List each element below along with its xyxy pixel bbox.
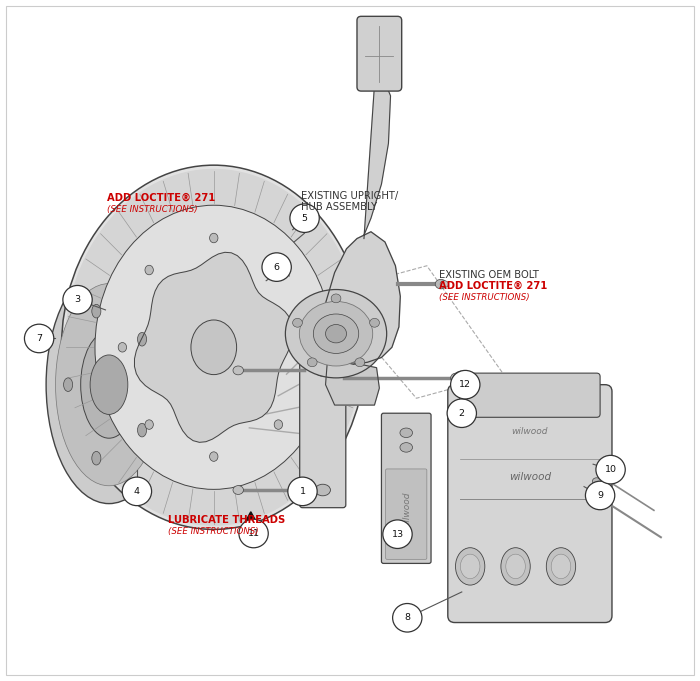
Ellipse shape [315, 484, 330, 496]
Text: EXISTING OEM BOLT: EXISTING OEM BOLT [440, 270, 539, 280]
Ellipse shape [551, 554, 570, 579]
FancyBboxPatch shape [448, 385, 612, 622]
Polygon shape [128, 326, 144, 444]
Polygon shape [364, 79, 391, 238]
FancyBboxPatch shape [460, 373, 600, 417]
Polygon shape [326, 358, 379, 405]
Ellipse shape [301, 343, 309, 352]
Ellipse shape [90, 355, 128, 415]
Text: 13: 13 [391, 530, 404, 539]
Ellipse shape [64, 378, 73, 392]
Ellipse shape [454, 371, 470, 385]
Ellipse shape [46, 266, 172, 504]
Ellipse shape [300, 302, 372, 366]
Ellipse shape [286, 289, 386, 378]
Ellipse shape [506, 554, 526, 579]
Text: LUBRICATE THREADS: LUBRICATE THREADS [169, 515, 286, 525]
Circle shape [239, 519, 268, 548]
Circle shape [262, 253, 291, 281]
Ellipse shape [80, 331, 137, 438]
Ellipse shape [307, 358, 317, 366]
Ellipse shape [209, 452, 218, 461]
Circle shape [393, 603, 422, 632]
Ellipse shape [145, 419, 153, 429]
Ellipse shape [191, 320, 237, 375]
Polygon shape [134, 252, 293, 443]
FancyBboxPatch shape [386, 469, 427, 559]
Text: 7: 7 [36, 334, 42, 343]
Text: ADD LOCTITE® 271: ADD LOCTITE® 271 [440, 281, 548, 291]
Text: 1: 1 [300, 487, 305, 496]
Ellipse shape [274, 419, 283, 429]
Ellipse shape [592, 478, 601, 485]
Text: HUB ASSEMBLY: HUB ASSEMBLY [301, 202, 377, 212]
Ellipse shape [209, 234, 218, 242]
Text: 12: 12 [459, 380, 471, 389]
Circle shape [585, 481, 615, 509]
Ellipse shape [400, 428, 412, 438]
Ellipse shape [451, 373, 462, 383]
FancyBboxPatch shape [357, 16, 402, 91]
Ellipse shape [64, 169, 363, 526]
Ellipse shape [355, 358, 365, 366]
Text: 5: 5 [302, 214, 307, 223]
FancyBboxPatch shape [382, 413, 431, 563]
Circle shape [451, 370, 480, 399]
Ellipse shape [95, 205, 332, 490]
Text: 10: 10 [605, 465, 617, 474]
Ellipse shape [315, 364, 330, 376]
Ellipse shape [137, 332, 146, 346]
Ellipse shape [118, 343, 127, 352]
Circle shape [596, 456, 625, 484]
Text: 3: 3 [74, 296, 81, 304]
Polygon shape [322, 232, 400, 364]
Ellipse shape [400, 443, 412, 452]
Ellipse shape [592, 501, 601, 507]
Ellipse shape [435, 279, 447, 289]
FancyBboxPatch shape [300, 353, 346, 507]
Text: EXISTING UPRIGHT/: EXISTING UPRIGHT/ [301, 191, 398, 202]
Ellipse shape [440, 281, 449, 287]
Ellipse shape [546, 548, 575, 585]
Ellipse shape [274, 266, 283, 274]
Ellipse shape [92, 452, 101, 465]
Circle shape [447, 399, 477, 428]
Circle shape [63, 285, 92, 314]
Text: 11: 11 [248, 529, 260, 538]
Text: ADD LOCTITE® 271: ADD LOCTITE® 271 [107, 193, 216, 203]
Ellipse shape [501, 548, 530, 585]
Text: (SEE INSTRUCTIONS): (SEE INSTRUCTIONS) [169, 527, 259, 536]
Ellipse shape [55, 283, 162, 486]
Text: wilwood: wilwood [402, 492, 411, 528]
Ellipse shape [331, 294, 341, 303]
Ellipse shape [293, 318, 302, 327]
Text: wilwood: wilwood [509, 472, 551, 481]
Polygon shape [245, 511, 256, 535]
Ellipse shape [62, 165, 366, 529]
Circle shape [383, 520, 412, 548]
Text: (SEE INSTRUCTIONS): (SEE INSTRUCTIONS) [107, 205, 197, 214]
Ellipse shape [456, 548, 485, 585]
Text: 2: 2 [458, 409, 465, 417]
Ellipse shape [92, 304, 101, 318]
Ellipse shape [370, 318, 379, 327]
Ellipse shape [233, 486, 244, 494]
Circle shape [288, 477, 317, 506]
Ellipse shape [137, 424, 146, 437]
Text: 8: 8 [405, 614, 410, 622]
Text: 6: 6 [274, 263, 279, 272]
Text: (SEE INSTRUCTIONS): (SEE INSTRUCTIONS) [440, 294, 530, 302]
Ellipse shape [326, 325, 346, 343]
Circle shape [290, 204, 319, 232]
Circle shape [122, 477, 152, 506]
Text: 9: 9 [597, 491, 603, 500]
Ellipse shape [233, 366, 244, 375]
Ellipse shape [314, 314, 358, 353]
Ellipse shape [461, 554, 480, 579]
Text: 4: 4 [134, 487, 140, 496]
Circle shape [25, 324, 54, 353]
Ellipse shape [145, 266, 153, 274]
Text: wilwood: wilwood [512, 428, 548, 437]
